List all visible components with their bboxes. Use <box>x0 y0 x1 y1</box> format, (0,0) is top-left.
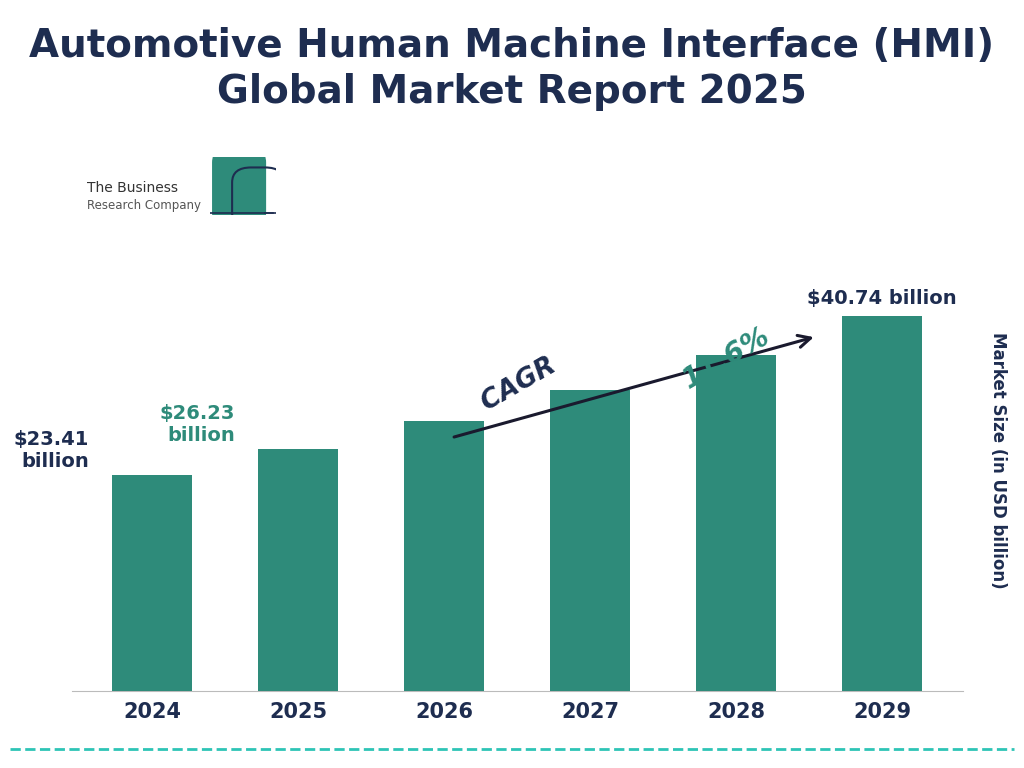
Text: Market Size (in USD billion): Market Size (in USD billion) <box>989 333 1008 589</box>
Text: $23.41
billion: $23.41 billion <box>14 430 89 471</box>
Bar <box>550 390 631 691</box>
Text: The Business: The Business <box>87 181 178 195</box>
Bar <box>403 422 484 691</box>
Text: Research Company: Research Company <box>87 199 201 211</box>
Bar <box>842 316 923 691</box>
Text: Automotive Human Machine Interface (HMI): Automotive Human Machine Interface (HMI) <box>30 27 994 65</box>
FancyBboxPatch shape <box>213 147 265 227</box>
Text: $26.23
billion: $26.23 billion <box>160 404 236 445</box>
Text: $40.74 billion: $40.74 billion <box>807 290 957 309</box>
Text: Global Market Report 2025: Global Market Report 2025 <box>217 73 807 111</box>
Text: CAGR: CAGR <box>476 349 568 416</box>
Text: 11.6%: 11.6% <box>678 322 775 394</box>
Bar <box>258 449 338 691</box>
Bar <box>112 475 193 691</box>
Bar <box>696 355 776 691</box>
FancyArrowPatch shape <box>454 336 811 437</box>
